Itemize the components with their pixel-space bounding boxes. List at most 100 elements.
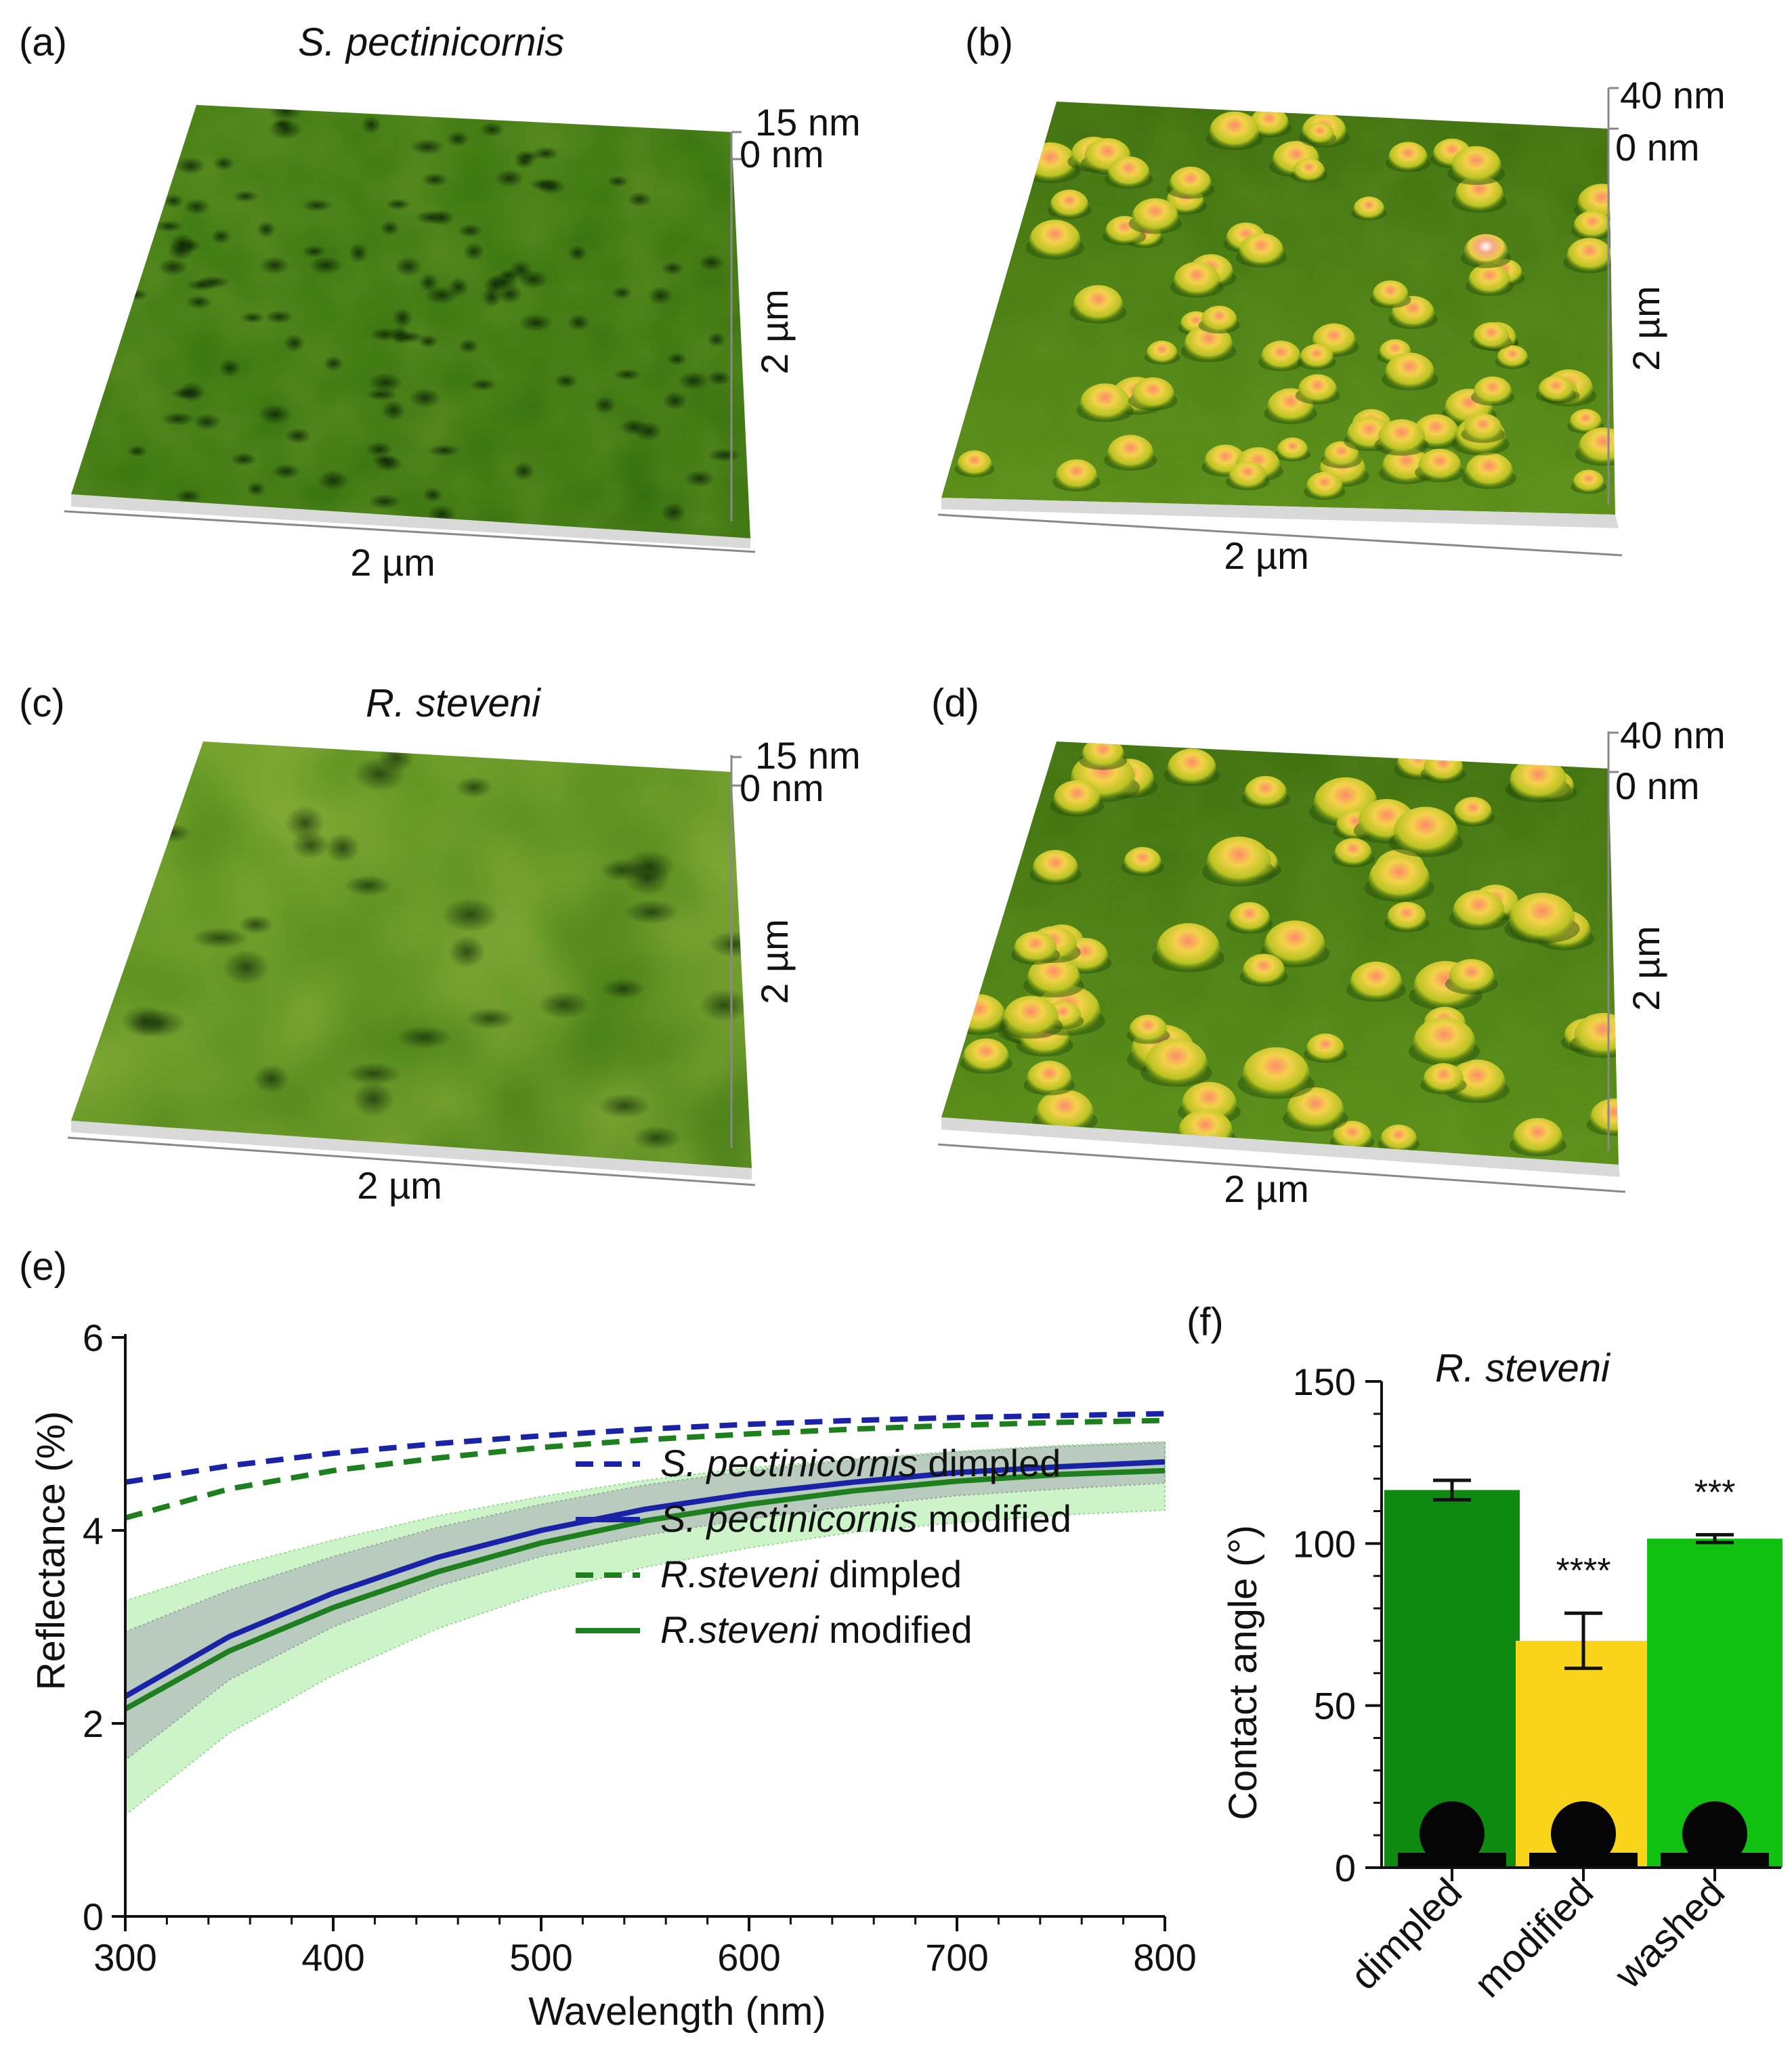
surface-pit	[519, 314, 553, 332]
y-tick-label-e: 4	[83, 1509, 104, 1552]
surface-pit	[253, 1064, 290, 1094]
surface-bump	[1453, 890, 1505, 932]
legend-label: S. pectinicornis dimpled	[660, 1442, 1061, 1484]
surface-bump	[1027, 956, 1080, 999]
surface-pit	[324, 832, 360, 863]
surface-pit	[396, 1025, 453, 1050]
z-min-label-c: 0 nm	[740, 767, 824, 809]
surface-bump	[1423, 752, 1464, 784]
surface-pit	[385, 198, 411, 211]
surface-pit	[283, 334, 305, 353]
surface-bump	[1167, 748, 1216, 788]
surface-bump	[1250, 107, 1289, 139]
surface-pit	[256, 220, 276, 238]
surface-bump	[1229, 902, 1271, 935]
surface-pit	[593, 395, 616, 414]
surface-pit	[380, 220, 400, 236]
surface-bump	[1350, 961, 1403, 1004]
surface-bump	[1418, 448, 1462, 484]
surface-bump	[1145, 1038, 1208, 1089]
surface-bump	[1574, 1012, 1619, 1060]
surface-pit	[394, 256, 423, 277]
surface-bump	[1573, 469, 1604, 495]
axes-b	[937, 87, 1623, 557]
surface-bump	[1293, 158, 1325, 184]
surface-pit	[175, 489, 202, 503]
panel-a-title: S. pectinicornis	[298, 20, 564, 64]
band-s-pectinicornis-modified	[125, 1442, 1166, 1762]
surface-pit	[353, 756, 407, 792]
y-axis-label-d: 2 µm	[1625, 926, 1667, 1011]
y-axis-label-b: 2 µm	[1625, 286, 1667, 371]
series-line-2	[124, 1459, 1166, 1699]
surface-pit	[666, 352, 687, 366]
surface-bump	[1509, 893, 1575, 945]
surface-bump	[1243, 953, 1285, 988]
surface-bump	[1239, 233, 1284, 269]
y-tick-label-e: 0	[83, 1895, 104, 1938]
surface-pit	[161, 412, 195, 426]
surface-pit	[707, 448, 742, 463]
x-category-label-f: modified	[1466, 1870, 1602, 2006]
y-tick-label-f: 150	[1293, 1360, 1356, 1403]
panel-b: (b) 40 nm 0 nm 2 µm 2 µm	[937, 20, 1726, 577]
series-lines	[124, 1411, 1166, 1712]
panel-letter-b: (b)	[965, 20, 1013, 64]
droplet-image	[1682, 1801, 1747, 1866]
surface-pit	[469, 379, 497, 391]
surface-pit	[699, 988, 750, 1022]
z-max-label-c: 15 nm	[755, 734, 861, 777]
surface-pit	[291, 830, 330, 860]
panel-c-title: R. steveni	[366, 681, 542, 725]
surface-pit	[598, 1093, 652, 1119]
surface-pit	[601, 979, 646, 1000]
surface-bump	[1027, 1060, 1072, 1097]
surface-pit	[709, 930, 752, 958]
surface-bump	[1474, 376, 1512, 407]
surface-bump	[952, 994, 1006, 1037]
series-line-3	[124, 1417, 1166, 1521]
surface-bump	[1184, 324, 1233, 364]
axes-c	[67, 755, 756, 1186]
surface-pit	[390, 325, 410, 345]
surface-pit	[427, 444, 461, 457]
droplet-base	[1529, 1853, 1638, 1868]
surface-pit	[647, 286, 673, 305]
surface-pit	[348, 242, 369, 263]
surface-pit	[301, 198, 333, 212]
surface-bump	[1378, 419, 1426, 457]
surface-bump	[1380, 1124, 1417, 1154]
axes-a	[64, 131, 756, 553]
surface-bump	[1393, 807, 1458, 859]
x-axis-title-e: Wavelength (nm)	[528, 1990, 826, 2034]
x-tick-label-e: 500	[509, 1936, 572, 1979]
surface-pit	[458, 339, 479, 354]
surface-pit	[265, 310, 293, 324]
surface-pit	[366, 442, 393, 458]
surface-bump	[1413, 1017, 1476, 1067]
afm-surface-b	[941, 102, 1619, 528]
surface-pit	[514, 154, 535, 169]
surface-pit	[422, 487, 443, 502]
surface-pit	[272, 463, 301, 479]
surface-pit	[538, 991, 591, 1019]
surface-bump	[1174, 261, 1220, 299]
surface-bump	[1124, 846, 1161, 877]
surface-bump	[1451, 146, 1501, 186]
surface-bump	[1590, 1098, 1619, 1137]
surface-bump	[1305, 122, 1334, 146]
surface-pit	[210, 228, 232, 244]
z-min-label-b: 0 nm	[1615, 126, 1700, 169]
panel-letter-c: (c)	[19, 681, 65, 725]
legend-label: R.steveni dimpled	[660, 1553, 962, 1595]
surface-pit	[309, 256, 343, 275]
surface-pit	[568, 244, 588, 261]
surface-pit	[661, 261, 685, 276]
y-axis-label-a: 2 µm	[753, 289, 796, 374]
surface-bump	[1513, 1117, 1563, 1158]
surface-bump	[1082, 742, 1124, 771]
surface-bump	[1385, 352, 1434, 392]
surface-bump	[1032, 850, 1078, 886]
x-tick-label-e: 800	[1133, 1936, 1196, 1979]
surface-bump	[1242, 1047, 1310, 1101]
